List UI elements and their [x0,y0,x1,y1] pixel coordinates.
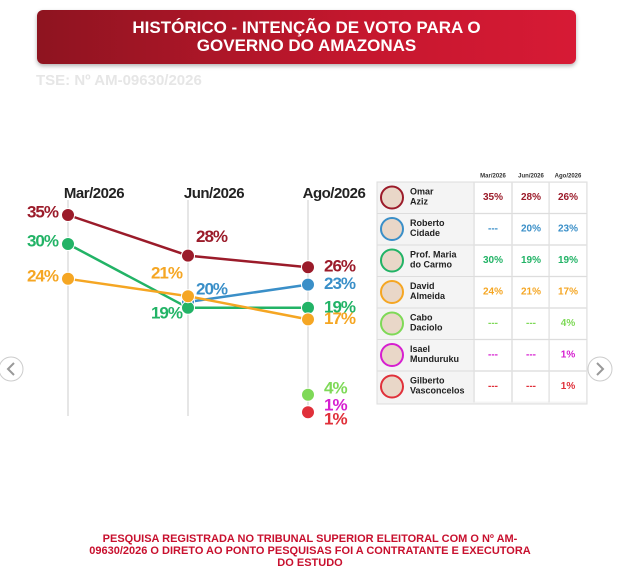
data-label: 1% [324,410,347,429]
data-label: 19% [324,297,356,316]
cell [550,214,586,244]
data-label: 20% [196,279,228,298]
data-label: 4% [324,378,347,397]
title: HISTÓRICO - INTENÇÃO DE VOTO PARA O GOVE… [132,18,481,55]
prev-button[interactable] [0,356,24,382]
table-value: 23% [558,224,578,235]
table-value: --- [488,224,498,235]
point [61,208,75,222]
candidate-name: Cabo Daciolo [410,313,443,333]
prev-icon [6,362,15,376]
point [181,248,195,263]
table-header: Mar/2026 [480,174,506,180]
table-value: --- [488,350,498,361]
table-value: 30% [483,255,503,266]
next-icon [596,362,605,376]
data-label: 28% [196,227,228,246]
cell [513,372,549,402]
table-value: --- [488,381,498,392]
table-value: 4% [561,318,576,329]
next-button[interactable] [587,356,613,382]
cell [475,309,511,339]
table-value: --- [526,318,536,329]
table-value: 17% [558,287,578,298]
data-label: 17% [324,309,356,328]
table-value: --- [526,350,536,361]
cell [513,214,549,244]
cell [513,340,549,370]
candidate-name: Omar Aziz [410,187,434,207]
point [301,405,315,420]
cell [475,340,511,370]
table-value: --- [488,318,498,329]
table-value: 24% [483,287,503,298]
point [301,387,315,402]
table-value: 19% [521,255,541,266]
photo [380,185,404,210]
data-label: 1% [324,396,347,415]
point [61,271,75,286]
data-label: 23% [324,274,356,293]
candidate-name: Isael Munduruku [410,344,459,364]
photo [380,217,404,241]
point [181,300,195,315]
data-label: 30% [27,231,59,250]
cell [550,183,586,213]
title-banner: HISTÓRICO - INTENÇÃO DE VOTO PARA O GOVE… [37,10,576,64]
cell [475,277,511,307]
footer: PESQUISA REGISTRADA NO TRIBUNAL SUPERIOR… [89,533,531,569]
cell [550,372,586,402]
table-value: 35% [483,192,503,203]
cell [513,277,549,307]
data-label: 26% [324,257,356,276]
cell [513,246,549,276]
photo [380,374,404,399]
cell [550,246,586,276]
cell [513,309,549,339]
table-value: 19% [558,255,578,266]
data-label: 24% [27,266,59,285]
cell [475,246,511,276]
cell [550,277,586,307]
cell [475,372,511,402]
cell [475,183,511,213]
photo [380,248,404,273]
table-header: Jun/2026 [518,174,544,180]
data-label: 21% [151,264,183,283]
cell [513,183,549,213]
candidate-name: Roberto Cidade [410,218,445,238]
point [301,300,315,315]
candidate-name: David Almeida [410,281,446,301]
point [301,312,315,327]
table-value: 1% [561,350,576,361]
point [301,277,315,292]
table-value: 1% [561,381,576,392]
data-label: 35% [27,202,59,221]
point [301,260,315,275]
table-value: --- [526,381,536,392]
x-label: Ago/2026 [303,185,366,202]
x-label: Jun/2026 [184,185,244,202]
photo [380,280,404,304]
candidate-name: Gilberto Vasconcelos [410,376,465,396]
table-value: 26% [558,192,578,203]
cell [475,214,511,244]
point [61,237,75,251]
photo [380,343,404,367]
table-value: 20% [521,224,541,235]
cell [550,340,586,370]
cell [550,309,586,339]
table-value: 28% [521,192,541,203]
table-value: 21% [521,287,541,298]
subtitle: TSE: Nº AM-09630/2026 [36,72,202,89]
photo [380,311,404,336]
x-label: Mar/2026 [64,185,124,202]
data-label: 19% [151,303,183,322]
candidate-name: Prof. Maria do Carmo [410,250,458,270]
point [181,289,195,304]
table-header: Ago/2026 [555,174,582,180]
